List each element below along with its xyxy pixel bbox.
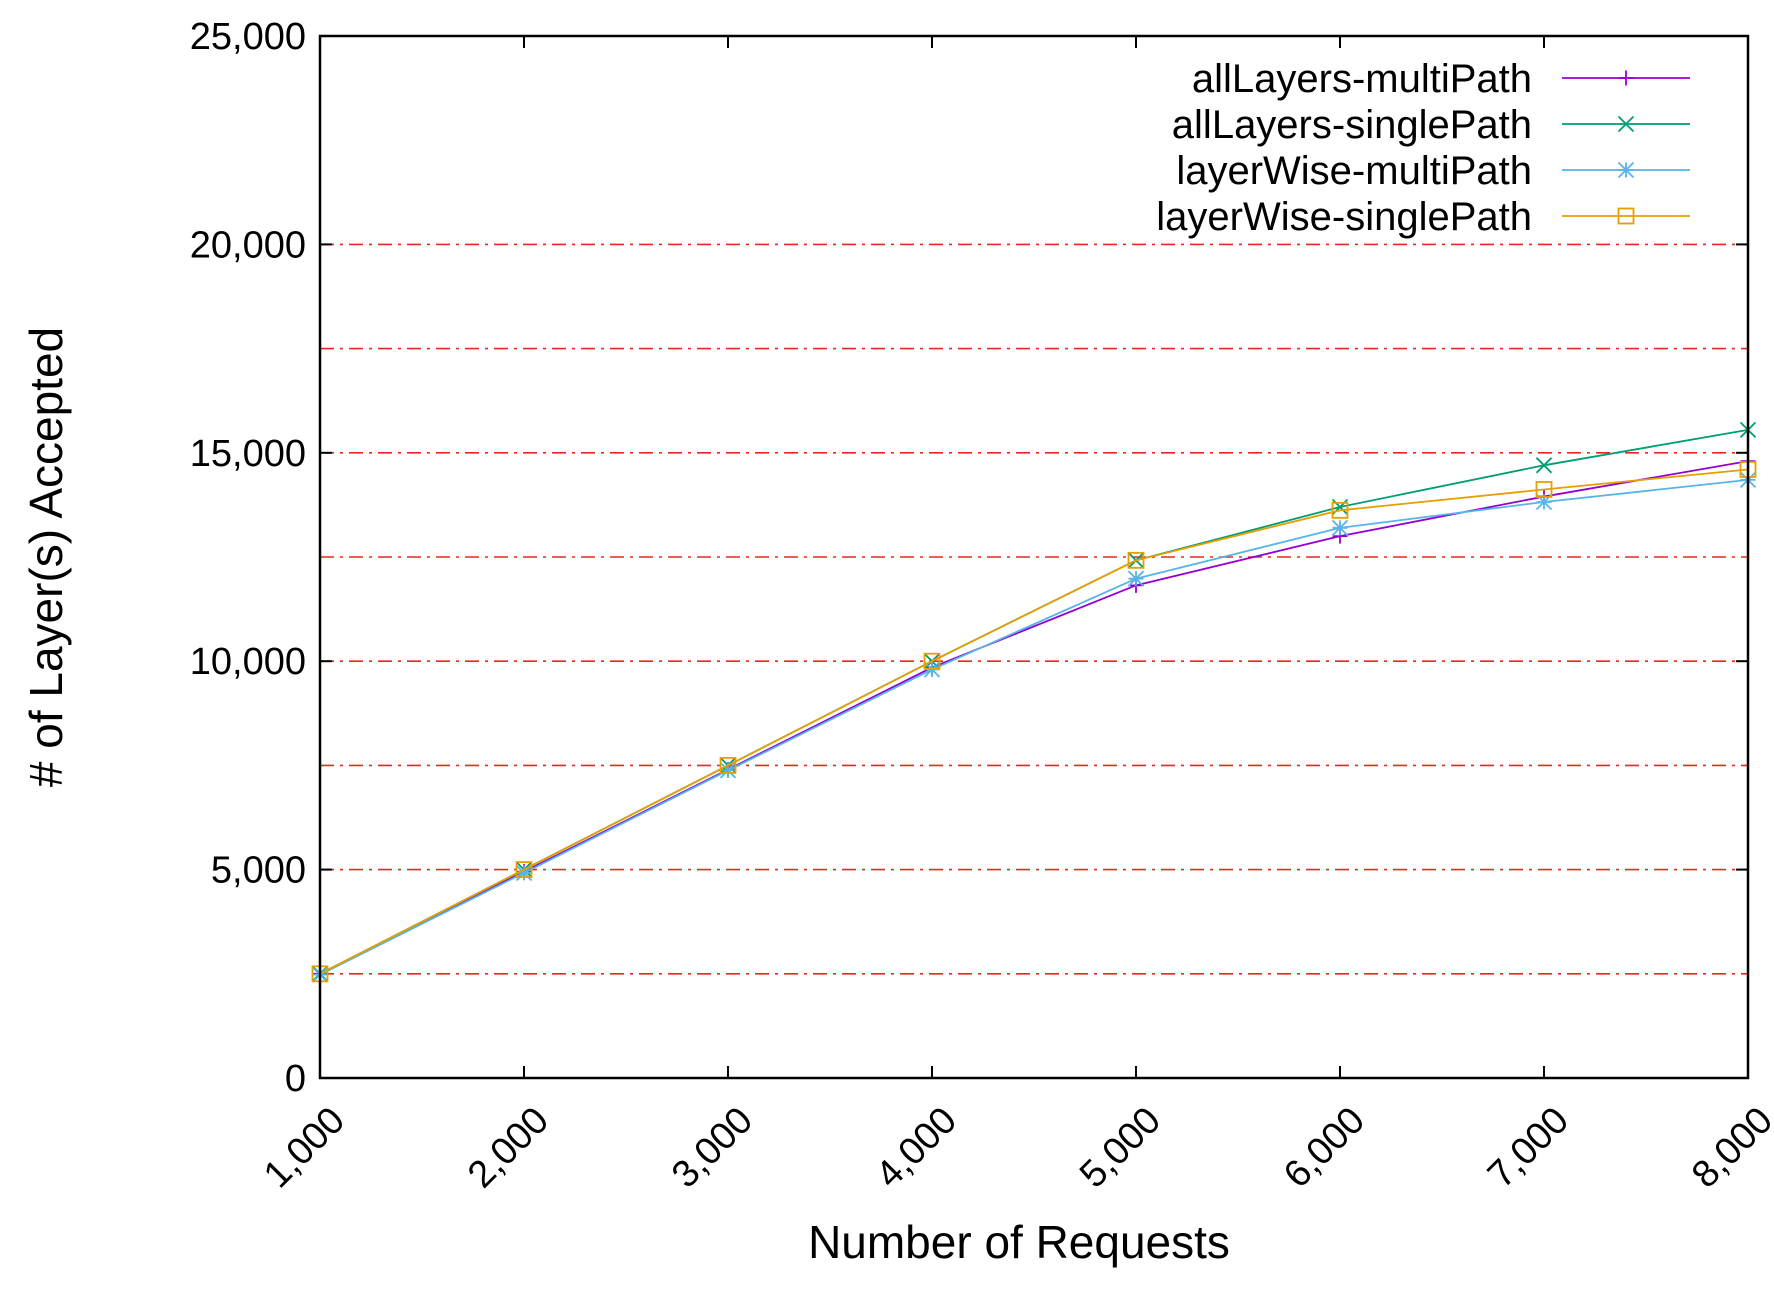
legend-marker [1617, 161, 1635, 179]
series-allLayers-multiPath [312, 453, 1756, 982]
data-point [1535, 493, 1553, 511]
data-point [719, 762, 737, 779]
legend-label: layerWise-singlePath [1156, 195, 1532, 239]
y-tick-label: 0 [285, 1058, 306, 1100]
y-tick-label: 10,000 [190, 641, 306, 683]
legend-label: layerWise-multiPath [1176, 149, 1532, 193]
x-tick-label: 6,000 [1276, 1099, 1373, 1196]
data-point [1331, 519, 1349, 536]
series-line [319, 478, 1749, 976]
x-tick-label: 3,000 [664, 1099, 761, 1196]
x-tick-label: 4,000 [868, 1099, 965, 1196]
series-lines [311, 421, 1757, 983]
data-point [1535, 481, 1553, 498]
x-axis-label: Number of Requests [808, 1216, 1230, 1268]
y-axis-label: # of Layer(s) Accepted [20, 327, 72, 787]
y-tick-label: 5,000 [211, 850, 306, 892]
y-tick-label: 20,000 [190, 224, 306, 266]
x-axis-ticks: 1,000 2,000 3,000 4,000 5,000 6,000 7,000 8,000 [256, 36, 1774, 1196]
x-tick-label: 2,000 [460, 1099, 557, 1196]
legend-marker [1617, 207, 1635, 225]
series-line [319, 468, 1749, 975]
legend-item: allLayers-singlePath [1172, 103, 1690, 147]
x-tick-label: 8,000 [1684, 1099, 1774, 1196]
gridlines [320, 243, 1748, 975]
data-point [1127, 551, 1145, 569]
data-point [515, 861, 533, 878]
data-point [1535, 457, 1553, 474]
data-point [1127, 570, 1145, 587]
x-tick-label: 5,000 [1072, 1099, 1169, 1196]
data-point [1331, 501, 1349, 519]
legend-label: allLayers-multiPath [1192, 57, 1532, 101]
data-point [719, 757, 737, 774]
legend-label: allLayers-singlePath [1172, 103, 1532, 147]
y-tick-label: 15,000 [190, 433, 306, 475]
y-tick-label: 25,000 [190, 16, 306, 58]
x-tick-label: 7,000 [1480, 1099, 1577, 1196]
series-line [319, 428, 1749, 975]
legend-marker [1617, 115, 1635, 133]
legend: allLayers-multiPathallLayers-singlePathl… [1156, 57, 1690, 239]
data-point [515, 864, 533, 882]
x-tick-label: 1,000 [256, 1099, 353, 1196]
series-layerWise-multiPath [311, 471, 1757, 983]
series-layerWise-singlePath [311, 461, 1757, 983]
data-point [923, 652, 941, 670]
legend-item: allLayers-multiPath [1192, 57, 1690, 101]
legend-item: layerWise-singlePath [1156, 195, 1690, 239]
series-line [319, 460, 1749, 975]
legend-item: layerWise-multiPath [1176, 149, 1690, 193]
legend-marker [1618, 70, 1634, 86]
y-axis-ticks: 0 5,000 10,000 15,000 20,000 25,000 [190, 16, 1748, 1100]
plot-frame [318, 34, 1750, 1080]
